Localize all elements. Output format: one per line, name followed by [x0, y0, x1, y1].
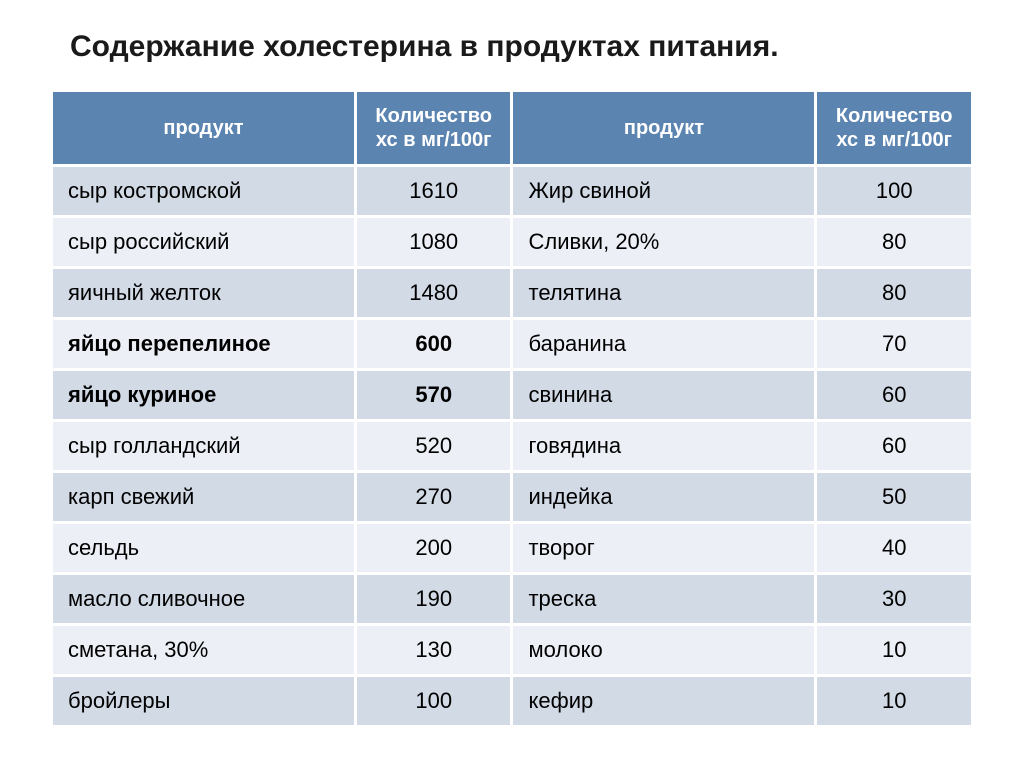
- cell-product-right: говядина: [512, 421, 816, 472]
- table-row: яйцо перепелиное600баранина70: [52, 319, 973, 370]
- cell-value-left: 570: [355, 370, 512, 421]
- cell-value-right: 70: [816, 319, 973, 370]
- cell-product-left: яйцо перепелиное: [52, 319, 356, 370]
- cell-product-left: сметана, 30%: [52, 625, 356, 676]
- header-value-2: Количество хс в мг/100г: [816, 91, 973, 166]
- cell-value-left: 1610: [355, 166, 512, 217]
- cell-product-right: телятина: [512, 268, 816, 319]
- cell-value-right: 10: [816, 625, 973, 676]
- table-row: сыр российский1080Сливки, 20%80: [52, 217, 973, 268]
- page-title: Содержание холестерина в продуктах питан…: [50, 30, 974, 64]
- cell-product-left: яйцо куриное: [52, 370, 356, 421]
- cell-value-left: 270: [355, 472, 512, 523]
- cell-product-right: кефир: [512, 676, 816, 727]
- cell-value-left: 600: [355, 319, 512, 370]
- table-row: яичный желток1480телятина80: [52, 268, 973, 319]
- header-product-2: продукт: [512, 91, 816, 166]
- cell-value-left: 100: [355, 676, 512, 727]
- table-row: яйцо куриное570свинина60: [52, 370, 973, 421]
- cell-value-left: 130: [355, 625, 512, 676]
- table-row: сельдь200творог40: [52, 523, 973, 574]
- header-product-1: продукт: [52, 91, 356, 166]
- table-row: сыр костромской1610Жир свиной100: [52, 166, 973, 217]
- cell-value-right: 30: [816, 574, 973, 625]
- cell-value-left: 1480: [355, 268, 512, 319]
- cell-value-right: 50: [816, 472, 973, 523]
- cell-product-right: Сливки, 20%: [512, 217, 816, 268]
- cell-product-left: сыр российский: [52, 217, 356, 268]
- cell-product-right: баранина: [512, 319, 816, 370]
- cell-product-left: сыр костромской: [52, 166, 356, 217]
- cell-value-right: 80: [816, 268, 973, 319]
- table-row: бройлеры100кефир10: [52, 676, 973, 727]
- cell-product-left: сыр голландский: [52, 421, 356, 472]
- cell-value-right: 60: [816, 370, 973, 421]
- cell-product-left: бройлеры: [52, 676, 356, 727]
- table-header-row: продукт Количество хс в мг/100г продукт …: [52, 91, 973, 166]
- cell-value-right: 60: [816, 421, 973, 472]
- cell-value-right: 10: [816, 676, 973, 727]
- cell-product-right: треска: [512, 574, 816, 625]
- cell-product-left: карп свежий: [52, 472, 356, 523]
- cell-value-right: 100: [816, 166, 973, 217]
- cell-product-right: творог: [512, 523, 816, 574]
- table-row: сыр голландский520говядина60: [52, 421, 973, 472]
- header-value-1: Количество хс в мг/100г: [355, 91, 512, 166]
- cell-product-right: свинина: [512, 370, 816, 421]
- table-row: сметана, 30%130молоко10: [52, 625, 973, 676]
- cell-value-left: 200: [355, 523, 512, 574]
- cell-value-right: 80: [816, 217, 973, 268]
- cell-value-left: 190: [355, 574, 512, 625]
- cell-product-right: молоко: [512, 625, 816, 676]
- cell-value-left: 520: [355, 421, 512, 472]
- cholesterol-table: продукт Количество хс в мг/100г продукт …: [50, 89, 974, 728]
- cell-product-right: Жир свиной: [512, 166, 816, 217]
- cell-product-left: сельдь: [52, 523, 356, 574]
- cell-product-left: яичный желток: [52, 268, 356, 319]
- table-row: карп свежий270индейка50: [52, 472, 973, 523]
- cell-value-right: 40: [816, 523, 973, 574]
- cell-product-right: индейка: [512, 472, 816, 523]
- table-row: масло сливочное190треска30: [52, 574, 973, 625]
- cell-product-left: масло сливочное: [52, 574, 356, 625]
- cell-value-left: 1080: [355, 217, 512, 268]
